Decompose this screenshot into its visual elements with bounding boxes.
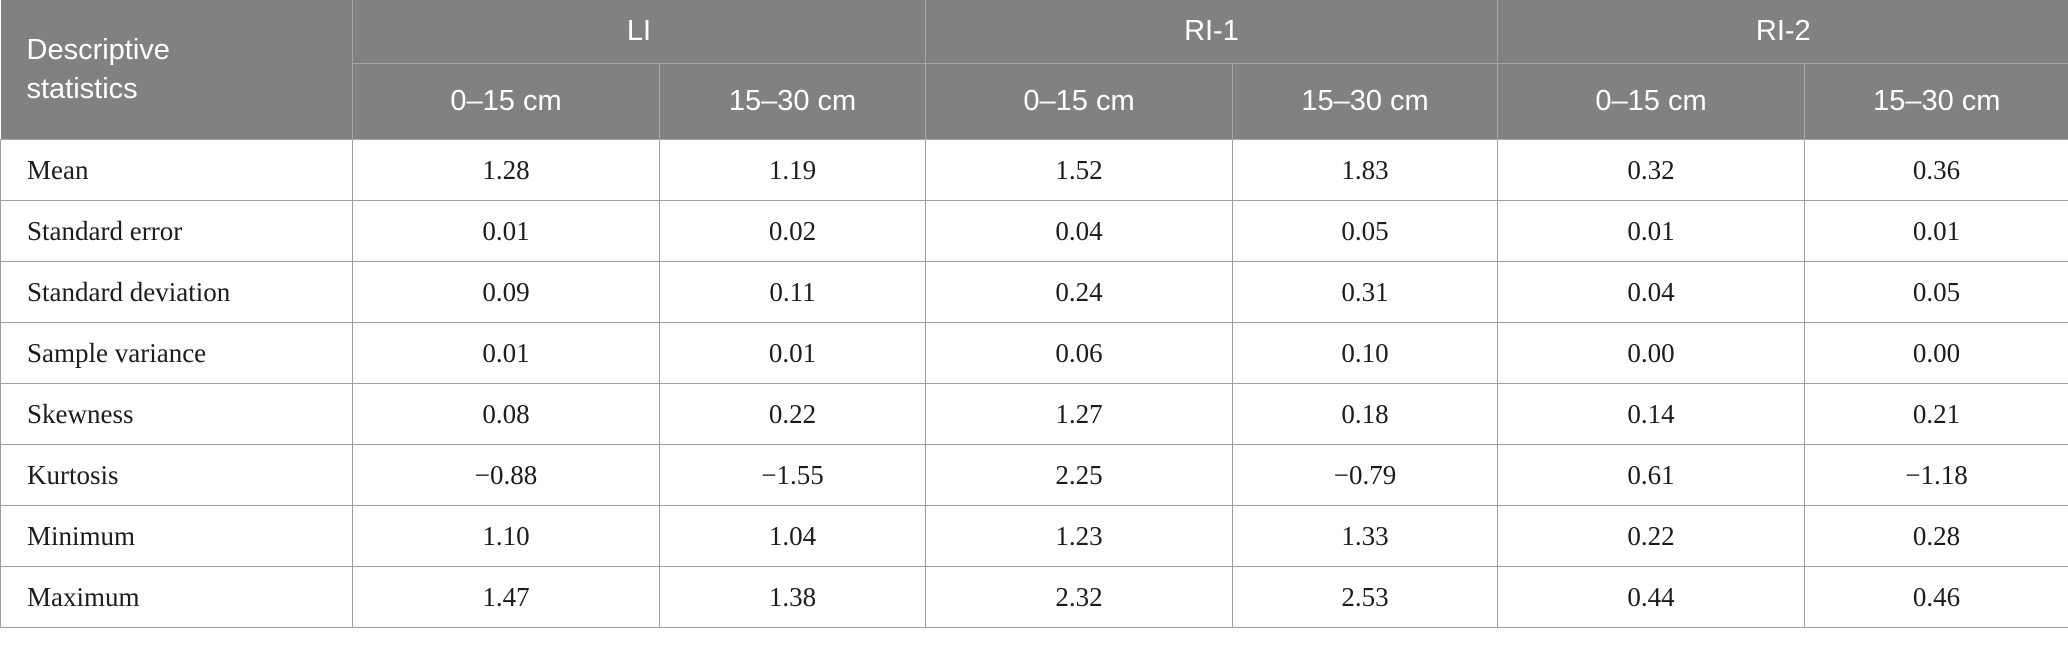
cell-value: 0.36 — [1804, 139, 2068, 201]
cell-value: 1.47 — [352, 566, 660, 628]
cell-value: 1.83 — [1231, 139, 1499, 201]
row-label: Kurtosis — [0, 444, 353, 506]
cell-value: 0.01 — [352, 200, 660, 262]
subheader-ri1-0-15: 0–15 cm — [925, 63, 1233, 140]
cell-value: 0.05 — [1804, 261, 2068, 323]
table-row-standard-error: Standard error 0.01 0.02 0.04 0.05 0.01 … — [0, 200, 2068, 262]
table-row-sample-variance: Sample variance 0.01 0.01 0.06 0.10 0.00… — [0, 322, 2068, 384]
cell-value: 1.28 — [352, 139, 660, 201]
cell-value: 0.22 — [659, 383, 926, 445]
cell-value: −0.88 — [352, 444, 660, 506]
cell-value: 0.01 — [1804, 200, 2068, 262]
row-label: Standard deviation — [0, 261, 353, 323]
table-body: Mean 1.28 1.19 1.52 1.83 0.32 0.36 Stand… — [0, 139, 2068, 628]
group-header-ri1: RI-1 — [924, 0, 1499, 64]
cell-value: 0.00 — [1497, 322, 1806, 384]
cell-value: 1.23 — [925, 505, 1233, 567]
cell-value: 0.01 — [352, 322, 660, 384]
cell-value: 1.38 — [659, 566, 926, 628]
cell-value: 1.10 — [352, 505, 660, 567]
cell-value: 0.05 — [1231, 200, 1499, 262]
cell-value: 2.25 — [925, 444, 1233, 506]
group-header-ri2: RI-2 — [1497, 0, 2068, 64]
cell-value: 0.28 — [1804, 505, 2068, 567]
subheader-li-0-15: 0–15 cm — [352, 63, 660, 140]
table-row-mean: Mean 1.28 1.19 1.52 1.83 0.32 0.36 — [0, 139, 2068, 201]
cell-value: 0.22 — [1497, 505, 1806, 567]
cell-value: 1.19 — [659, 139, 926, 201]
table-row-skewness: Skewness 0.08 0.22 1.27 0.18 0.14 0.21 — [0, 383, 2068, 445]
cell-value: 0.02 — [659, 200, 926, 262]
cell-value: 0.06 — [925, 322, 1233, 384]
cell-value: 0.00 — [1804, 322, 2068, 384]
cell-value: 0.11 — [659, 261, 926, 323]
cell-value: 0.44 — [1497, 566, 1806, 628]
subheader-ri1-15-30: 15–30 cm — [1231, 63, 1499, 140]
cell-value: 0.14 — [1497, 383, 1806, 445]
cell-value: −1.18 — [1804, 444, 2068, 506]
group-header-li: LI — [352, 0, 926, 64]
cell-value: 0.21 — [1804, 383, 2068, 445]
corner-header-descriptive-statistics: Descriptive statistics — [0, 0, 353, 140]
cell-value: 2.53 — [1231, 566, 1499, 628]
subheader-li-15-30: 15–30 cm — [659, 63, 926, 140]
cell-value: 1.52 — [925, 139, 1233, 201]
cell-value: 0.08 — [352, 383, 660, 445]
subheader-ri2-0-15: 0–15 cm — [1497, 63, 1806, 140]
cell-value: 0.04 — [1497, 261, 1806, 323]
cell-value: 2.32 — [925, 566, 1233, 628]
cell-value: 0.31 — [1231, 261, 1499, 323]
cell-value: 1.27 — [925, 383, 1233, 445]
cell-value: 0.46 — [1804, 566, 2068, 628]
cell-value: −1.55 — [659, 444, 926, 506]
row-label: Sample variance — [0, 322, 353, 384]
table-row-standard-deviation: Standard deviation 0.09 0.11 0.24 0.31 0… — [0, 261, 2068, 323]
table-row-minimum: Minimum 1.10 1.04 1.23 1.33 0.22 0.28 — [0, 505, 2068, 567]
descriptive-statistics-table: Descriptive statistics LI RI-1 RI-2 0–15… — [0, 0, 2068, 628]
cell-value: 0.18 — [1231, 383, 1499, 445]
cell-value: 0.24 — [925, 261, 1233, 323]
row-label: Minimum — [0, 505, 353, 567]
cell-value: 0.01 — [659, 322, 926, 384]
cell-value: 1.33 — [1231, 505, 1499, 567]
table-row-kurtosis: Kurtosis −0.88 −1.55 2.25 −0.79 0.61 −1.… — [0, 444, 2068, 506]
cell-value: 0.32 — [1497, 139, 1806, 201]
cell-value: 0.10 — [1231, 322, 1499, 384]
row-label: Standard error — [0, 200, 353, 262]
table-header: Descriptive statistics LI RI-1 RI-2 0–15… — [0, 0, 2068, 140]
table-row-maximum: Maximum 1.47 1.38 2.32 2.53 0.44 0.46 — [0, 566, 2068, 628]
row-label: Mean — [0, 139, 353, 201]
row-label: Skewness — [0, 383, 353, 445]
row-label: Maximum — [0, 566, 353, 628]
subheader-ri2-15-30: 15–30 cm — [1804, 63, 2068, 140]
cell-value: 0.04 — [925, 200, 1233, 262]
cell-value: −0.79 — [1231, 444, 1499, 506]
cell-value: 0.09 — [352, 261, 660, 323]
cell-value: 0.01 — [1497, 200, 1806, 262]
cell-value: 1.04 — [659, 505, 926, 567]
cell-value: 0.61 — [1497, 444, 1806, 506]
